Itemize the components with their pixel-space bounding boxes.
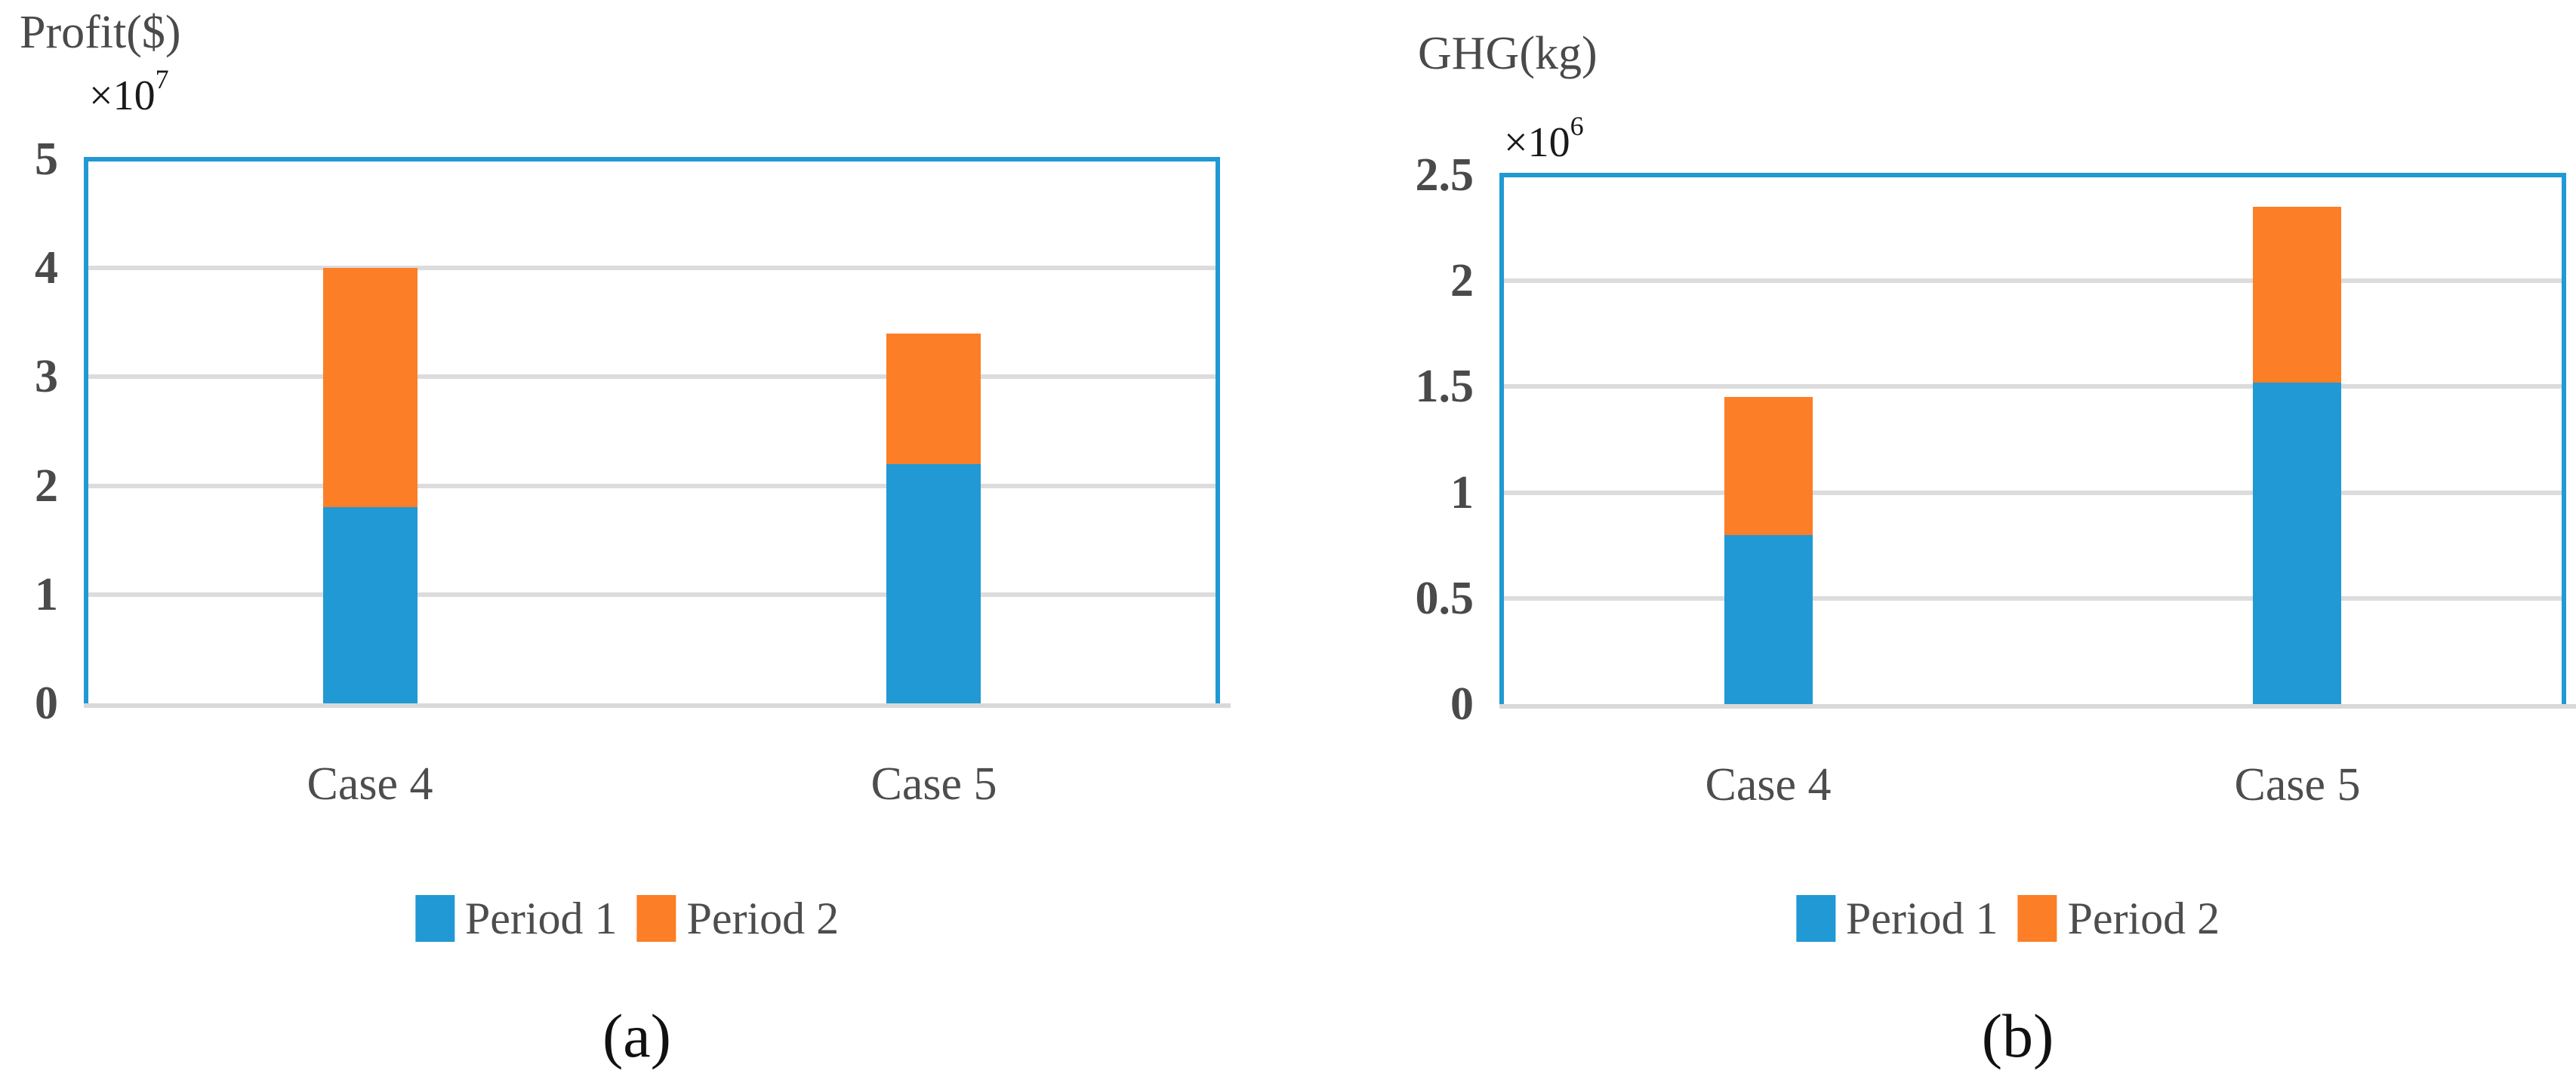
legend-swatch-period-2 bbox=[636, 895, 676, 942]
x-category-label: Case 4 bbox=[1705, 759, 1832, 811]
x-category-label: Case 5 bbox=[870, 758, 997, 810]
gridline-y-0.5 bbox=[1504, 595, 2562, 601]
legend-label: Period 2 bbox=[686, 893, 840, 943]
profit-scale-exponent: 7 bbox=[155, 64, 169, 94]
gridline-y-3 bbox=[88, 374, 1216, 380]
profit-legend: Period 1 Period 2 bbox=[414, 891, 858, 946]
legend-swatch-period-2 bbox=[2017, 895, 2057, 942]
profit-scale-base: ×10 bbox=[89, 72, 156, 119]
ghg-scale-exponent: 6 bbox=[1570, 111, 1584, 141]
gridline-y-1 bbox=[88, 592, 1216, 597]
y-tick-label: 5 bbox=[35, 134, 58, 185]
bar-segment-period-1-case-4 bbox=[323, 507, 418, 703]
ghg-legend: Period 1 Period 2 bbox=[1795, 891, 2239, 946]
ghg-caption: (b) bbox=[1981, 1001, 2054, 1070]
ghg-chart-title: GHG(kg) bbox=[1418, 28, 1598, 79]
profit-caption: (a) bbox=[602, 1001, 671, 1070]
x-category-label: Case 4 bbox=[307, 758, 433, 810]
bar-segment-period-2-case-5 bbox=[2253, 207, 2341, 383]
bar-segment-period-1-case-5 bbox=[886, 463, 981, 703]
y-tick-label: 2 bbox=[35, 460, 58, 512]
y-tick-label: 4 bbox=[35, 242, 58, 294]
legend-swatch-period-1 bbox=[414, 895, 454, 942]
ghg-scale-multiplier: ×106 bbox=[1504, 110, 1584, 167]
y-tick-label: 3 bbox=[35, 351, 58, 403]
profit-chart-title: Profit($) bbox=[20, 7, 181, 58]
ghg-scale-base: ×10 bbox=[1504, 119, 1570, 166]
gridline-y-2 bbox=[1504, 278, 2562, 284]
plot-frame bbox=[1499, 173, 2566, 704]
bar-segment-period-2-case-4 bbox=[1724, 397, 1813, 535]
y-tick-label: 0 bbox=[35, 678, 58, 729]
profit-scale-multiplier: ×107 bbox=[89, 63, 169, 120]
y-tick-label: 2 bbox=[1450, 255, 1474, 307]
bar-segment-period-2-case-5 bbox=[886, 333, 981, 464]
y-tick-label: 1.5 bbox=[1415, 361, 1474, 413]
bar-segment-period-2-case-4 bbox=[323, 268, 418, 508]
y-tick-label: 2.5 bbox=[1415, 149, 1474, 201]
gridline-y-4 bbox=[88, 266, 1216, 271]
legend-label: Period 2 bbox=[2067, 893, 2220, 943]
y-tick-label: 0.5 bbox=[1415, 572, 1474, 624]
plot-frame bbox=[84, 157, 1220, 703]
legend-label: Period 1 bbox=[464, 893, 618, 943]
gridline-y-1.5 bbox=[1504, 384, 2562, 389]
bar-segment-period-1-case-4 bbox=[1724, 534, 1813, 704]
gridline-y-1 bbox=[1504, 490, 2562, 495]
gridline-y-2 bbox=[88, 483, 1216, 488]
legend-label: Period 1 bbox=[1845, 893, 1998, 943]
y-tick-label: 1 bbox=[1450, 466, 1474, 518]
bar-segment-period-1-case-5 bbox=[2253, 382, 2341, 704]
x-axis-line bbox=[84, 703, 1231, 708]
x-category-label: Case 5 bbox=[2234, 759, 2361, 811]
y-tick-label: 0 bbox=[1450, 678, 1474, 730]
x-axis-line bbox=[1499, 704, 2576, 709]
y-tick-label: 1 bbox=[35, 568, 58, 620]
legend-swatch-period-1 bbox=[1795, 895, 1835, 942]
